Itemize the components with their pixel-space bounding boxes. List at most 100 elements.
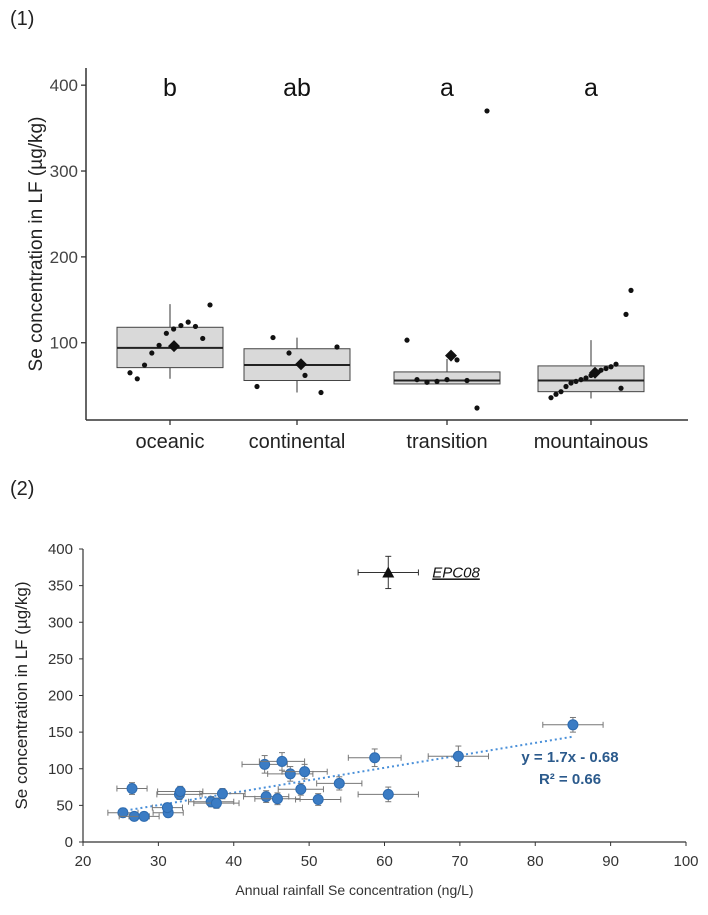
significance-letter: b xyxy=(163,74,177,102)
y-tick-label: 50 xyxy=(56,797,73,814)
x-tick-label: 90 xyxy=(602,853,619,870)
x-tick-label: oceanic xyxy=(136,431,205,453)
significance-letter: ab xyxy=(283,74,311,102)
data-point xyxy=(563,383,569,390)
data-point xyxy=(138,810,150,822)
data-point xyxy=(312,794,324,806)
mean-marker xyxy=(445,349,457,362)
data-point xyxy=(192,323,199,330)
y-tick-label: 350 xyxy=(48,578,73,595)
scatter-chart: 0 50 100 150 200 250 300 350 400 20 30 40 50 60 70 80 90… xyxy=(12,541,699,898)
y-tick-label: 0 xyxy=(65,834,73,851)
data-point xyxy=(424,379,430,385)
x-tick-label: 80 xyxy=(527,853,544,870)
data-point xyxy=(216,788,228,800)
y-tick-label: 200 xyxy=(50,248,78,267)
data-point xyxy=(434,378,440,384)
y-tick-label: 200 xyxy=(48,688,73,705)
data-point xyxy=(126,783,138,795)
data-point xyxy=(276,755,288,767)
x-tick-label: continental xyxy=(249,431,346,453)
data-point xyxy=(270,334,276,341)
data-point xyxy=(474,405,480,411)
y-tick-label: 100 xyxy=(48,761,73,778)
data-point xyxy=(613,361,619,367)
data-point xyxy=(271,793,283,805)
data-point xyxy=(369,752,381,764)
data-point xyxy=(583,375,589,381)
trendline xyxy=(120,735,574,813)
data-point xyxy=(185,319,191,325)
data-point xyxy=(333,777,345,789)
data-point xyxy=(603,365,609,372)
data-point xyxy=(127,370,133,376)
data-point xyxy=(117,807,129,819)
data-point xyxy=(318,389,324,396)
y-tick-label: 250 xyxy=(48,651,73,668)
x-tick-label: 40 xyxy=(225,853,242,870)
data-point xyxy=(171,326,177,332)
data-point xyxy=(404,337,410,343)
data-point xyxy=(174,785,186,797)
data-point xyxy=(548,395,554,401)
y-tick-label: 300 xyxy=(48,614,73,631)
data-point xyxy=(207,302,213,308)
data-point xyxy=(567,719,579,731)
data-point xyxy=(578,377,584,383)
x-tick-label: 70 xyxy=(452,853,469,870)
x-tick-label: mountainous xyxy=(534,431,649,453)
data-point xyxy=(156,342,162,348)
data-point xyxy=(484,108,490,114)
data-point xyxy=(553,391,559,397)
data-point xyxy=(414,377,420,383)
data-point xyxy=(178,322,184,329)
x-tick-label: transition xyxy=(406,431,487,453)
r-squared: R² = 0.66 xyxy=(539,771,601,788)
data-point xyxy=(299,766,311,778)
data-point xyxy=(464,377,470,384)
data-point xyxy=(444,377,450,383)
y-tick-label: 400 xyxy=(50,76,78,95)
data-point xyxy=(210,797,222,809)
data-point xyxy=(382,788,394,800)
data-point xyxy=(200,335,206,342)
outlier-marker xyxy=(382,566,395,578)
data-point xyxy=(573,378,579,384)
mean-marker xyxy=(589,366,601,379)
outlier-label: EPC08 xyxy=(432,564,480,581)
mean-marker xyxy=(168,340,180,353)
x-tick-label: 60 xyxy=(376,853,393,870)
x-tick-label: 20 xyxy=(75,853,92,870)
data-point xyxy=(628,287,634,293)
y-tick-label: 300 xyxy=(50,162,78,181)
data-point xyxy=(302,372,308,378)
data-point xyxy=(163,330,169,336)
panel-label-1: (1) xyxy=(10,8,35,30)
x-tick-label: 30 xyxy=(150,853,167,870)
data-point xyxy=(259,758,271,770)
significance-letter: a xyxy=(584,74,598,102)
data-point xyxy=(161,802,173,814)
y-tick-label: 150 xyxy=(48,724,73,741)
significance-letter: a xyxy=(440,74,454,102)
y-tick-label: 400 xyxy=(48,541,73,558)
mean-marker xyxy=(295,358,307,371)
data-point xyxy=(134,376,140,382)
panel-label-2: (2) xyxy=(10,478,35,500)
data-point xyxy=(260,791,272,803)
data-point xyxy=(286,350,292,356)
data-point xyxy=(558,389,564,395)
data-point xyxy=(284,768,296,780)
x-axis-label: Annual rainfall Se concentration (ng/L) xyxy=(235,882,473,898)
data-point xyxy=(454,357,460,363)
y-axis-label: Se concentration in LF (µg/kg) xyxy=(26,117,47,372)
y-axis-label: Se concentration in LF (µg/kg) xyxy=(12,581,31,809)
data-point xyxy=(618,385,624,391)
data-point xyxy=(452,750,464,762)
data-point xyxy=(254,383,260,390)
data-point xyxy=(568,380,574,386)
data-point xyxy=(334,344,340,350)
data-point xyxy=(608,364,614,370)
boxplot-chart: 100 200 300 400 Se concentration in LF (µg/k… xyxy=(26,68,688,453)
y-tick-label: 100 xyxy=(50,334,78,353)
